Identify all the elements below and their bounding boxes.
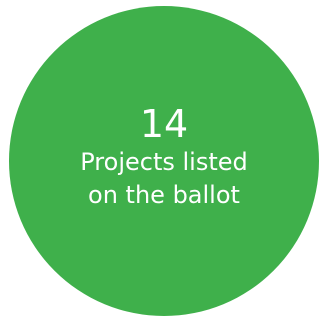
stat-label-line-2: on the ballot (88, 181, 240, 209)
stat-circle: 14 Projects listed on the ballot (9, 6, 319, 316)
stat-number: 14 (139, 102, 189, 146)
stat-label: Projects listed on the ballot (49, 146, 279, 212)
stat-label-line-1: Projects listed (80, 148, 248, 176)
